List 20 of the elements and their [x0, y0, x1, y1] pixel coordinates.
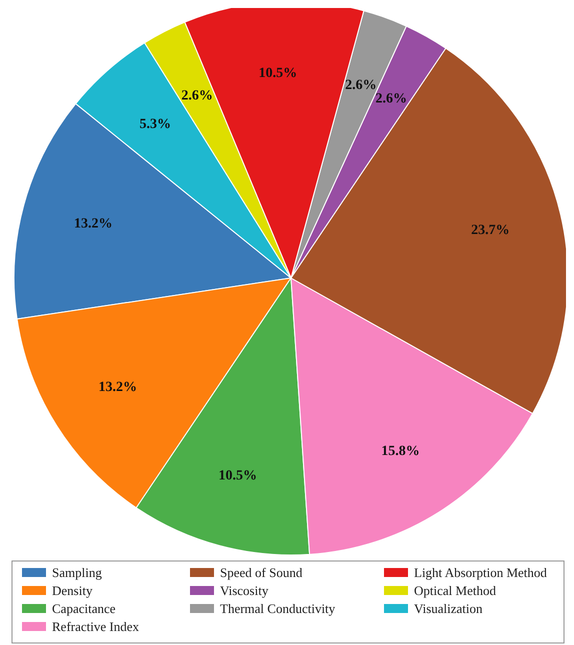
data-label: 15.8%: [381, 444, 420, 459]
data-label: 10.5%: [258, 66, 298, 81]
data-label: 13.2%: [98, 380, 137, 395]
legend-label: Light Absorption Method: [414, 565, 548, 580]
data-label: 2.6%: [181, 88, 213, 104]
data-label: 23.7%: [471, 223, 510, 238]
data-label: 2.6%: [345, 78, 377, 93]
legend-label: Refractive Index: [52, 619, 140, 634]
legend-label: Optical Method: [414, 583, 496, 598]
legend-label: Density: [52, 583, 93, 598]
legend-label: Thermal Conductivity: [220, 601, 336, 616]
legend-label: Viscosity: [220, 583, 269, 598]
data-label: 10.5%: [218, 468, 257, 484]
data-label: 13.2%: [74, 216, 112, 232]
data-label: 2.6%: [376, 92, 407, 107]
legend-label: Visualization: [414, 601, 484, 616]
legend-label: Speed of Sound: [220, 565, 303, 580]
legend-label: Capacitance: [52, 601, 116, 616]
data-label: 5.3%: [140, 116, 172, 132]
legend-label: Sampling: [52, 565, 102, 580]
